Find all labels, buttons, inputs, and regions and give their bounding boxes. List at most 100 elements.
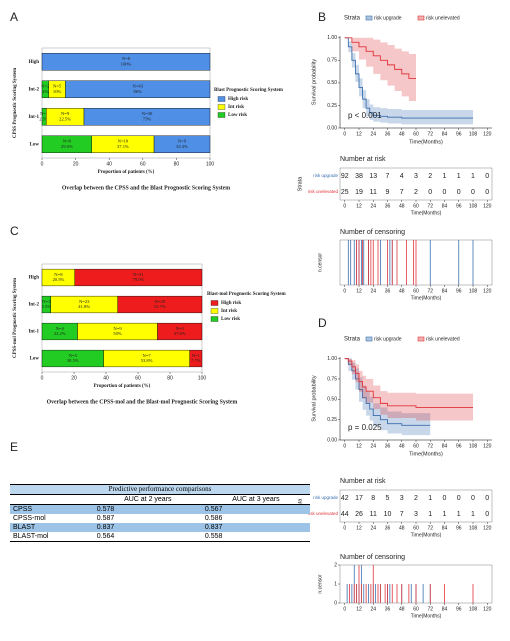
value-label-line: N=5: [176, 326, 185, 331]
at-risk-count: 0: [485, 511, 489, 518]
table-cell: CPSS-mol: [13, 515, 46, 522]
table-cell: CPSS: [10, 504, 94, 514]
value-label-line: N=10: [118, 139, 129, 144]
table-cell: 0.837: [201, 523, 310, 532]
value-label: N=9 50%: [113, 326, 122, 336]
at-risk-count: 38: [355, 173, 363, 180]
x-tick-label: 96: [456, 288, 462, 294]
x-tick-label: 84: [442, 131, 448, 137]
at-risk-count: 2: [428, 173, 432, 180]
value-label-line: N=9: [113, 326, 122, 331]
chart-title: Number at risk: [340, 478, 386, 485]
x-tick-label: 20: [71, 375, 77, 381]
value-label-line: N=8: [63, 139, 72, 144]
x-tick-label: 60: [140, 161, 146, 167]
at-risk-count: 42: [341, 495, 349, 502]
x-tick-label: 120: [483, 131, 492, 137]
legend-swatch: [210, 316, 219, 322]
legend-swatch: [217, 96, 226, 102]
y-tick-label: Low: [30, 357, 40, 362]
at-risk-count: 1: [457, 173, 461, 180]
x-tick-label: 0: [41, 375, 44, 381]
value-label: N=1 2.5%: [39, 111, 49, 121]
y-tick-label: 0.50: [327, 397, 337, 403]
panel-label: D: [318, 316, 327, 330]
x-tick-label: 80: [167, 375, 173, 381]
survival-curve: [344, 358, 473, 408]
value-label-line: N=3: [42, 299, 51, 304]
x-tick-label: 40: [103, 375, 109, 381]
row-label: risk upgrade: [313, 173, 338, 178]
x-tick-label: 84: [442, 443, 448, 449]
table-cell: 0.564: [93, 532, 202, 542]
table-cell: 0.587: [96, 515, 115, 522]
x-tick-label: 108: [469, 203, 478, 209]
x-axis-label: Time(Months): [409, 139, 443, 145]
chart-title: Number of censoring: [340, 229, 405, 236]
x-tick-label: 72: [427, 525, 433, 531]
x-tick-label: 84: [442, 288, 448, 294]
y-tick-label: 0.00: [327, 125, 337, 131]
table-row: BLAST-mol 0.564 0.558: [10, 532, 310, 542]
table-cell: 0.586: [204, 515, 223, 522]
y-axis-label: Strata: [297, 176, 303, 192]
y-axis-label: Survival probability: [311, 59, 317, 105]
value-label-line: 2.5%: [39, 116, 49, 121]
at-risk-count: 1: [457, 511, 461, 518]
at-risk-count: 17: [355, 495, 363, 502]
x-tick-label: 72: [427, 606, 433, 612]
value-label-line: 4%: [42, 89, 48, 94]
x-tick-label: 80: [174, 161, 180, 167]
x-tick-label: 60: [413, 443, 419, 449]
x-axis-label: Proportion of patients (%): [98, 170, 155, 175]
x-tick-label: 0: [343, 288, 346, 294]
x-tick-label: 0: [343, 131, 346, 137]
y-axis-label: Survival probability: [311, 375, 317, 421]
value-label-line: N=1: [40, 111, 49, 116]
x-tick-label: 60: [413, 131, 419, 137]
value-label: N=1 7.7%: [191, 353, 201, 363]
x-tick-label: 12: [356, 443, 362, 449]
value-label: N=8 100%: [121, 56, 132, 66]
value-label-line: 22.2%: [54, 331, 66, 336]
table-cell: BLAST-mol: [10, 532, 94, 542]
x-tick-label: 96: [456, 203, 462, 209]
legend-swatch: [217, 104, 226, 110]
table: Predictive performance comparisons AUC a…: [10, 484, 310, 542]
y-axis-label: CPSS Prognostic Scoring System: [13, 67, 18, 138]
at-risk-count: 1: [428, 495, 432, 502]
value-label: N=2 4%: [41, 84, 50, 94]
at-risk-count: 19: [355, 189, 363, 196]
x-tick-label: 12: [356, 203, 362, 209]
x-axis-label: Time(Months): [411, 613, 442, 619]
x-tick-label: 96: [456, 443, 462, 449]
legend-label: High risk: [228, 97, 248, 102]
y-tick-label: Int-1: [28, 115, 39, 120]
value-label-line: 79.5%: [132, 277, 144, 282]
y-tick-label: 1.00: [327, 35, 337, 41]
at-risk-count: 8: [371, 495, 375, 502]
x-tick-label: 12: [356, 525, 362, 531]
table-row: CPSS 0.578 0.567: [10, 504, 310, 514]
value-label: N=4 22.2%: [54, 326, 66, 336]
value-label: N=5 27.8%: [174, 326, 186, 336]
value-label: N=8 29.6%: [61, 139, 73, 149]
x-tick-label: 72: [427, 203, 433, 209]
table-row: CPSS-mol 0.587 0.586: [10, 514, 310, 523]
at-risk-count: 0: [457, 495, 461, 502]
legend-swatch: [210, 300, 219, 306]
y-tick-label: Int-2: [28, 303, 39, 308]
legend-label: Low risk: [228, 113, 247, 118]
value-label-line: 5.5%: [42, 304, 52, 309]
x-tick-label: 120: [483, 525, 492, 531]
x-tick-label: 48: [399, 203, 405, 209]
header-cell: [10, 494, 94, 505]
bar-segment: [157, 322, 203, 341]
legend-title: Blast-mol Prognostic Scoring System: [207, 292, 286, 297]
at-risk-count: 2: [414, 495, 418, 502]
x-tick-label: 120: [483, 443, 492, 449]
value-label-line: N=8: [122, 56, 131, 61]
value-label-line: N=4: [56, 326, 65, 331]
at-risk-count: 0: [485, 495, 489, 502]
